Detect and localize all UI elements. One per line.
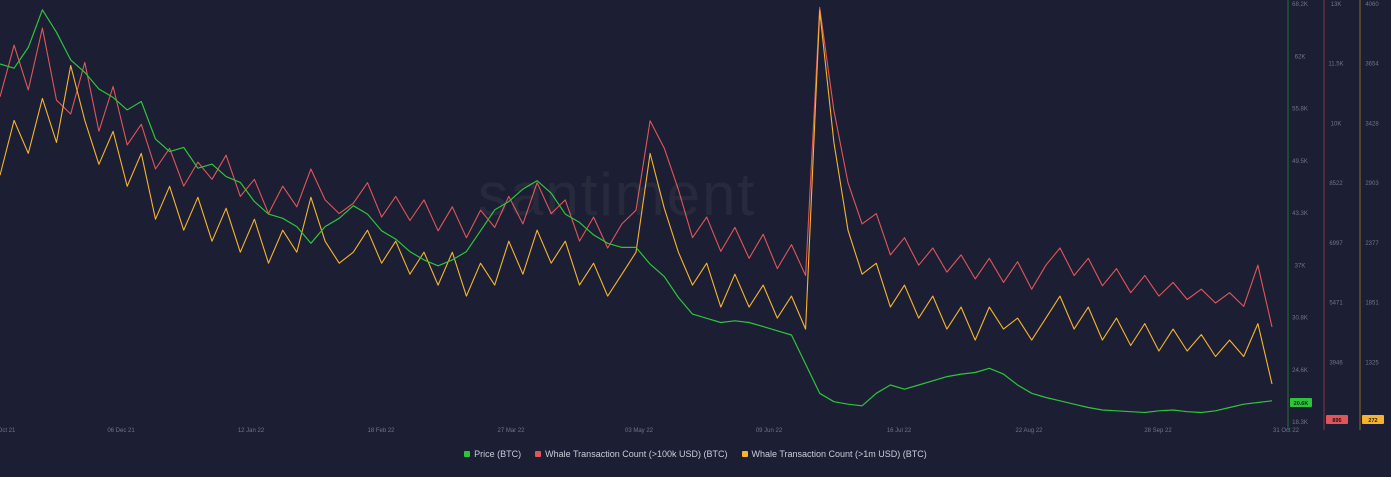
legend-label-whale-100k: Whale Transaction Count (>100k USD) (BTC… [545,449,728,459]
y-tick-label-price: 18.3K [1292,420,1308,426]
y-tick-label-price: 62K [1295,54,1306,60]
x-tick-label: 18 Feb 22 [367,428,395,434]
y-tick-label-whale_1m: 2903 [1365,181,1379,187]
x-tick-label: 28 Sep 22 [1144,428,1172,434]
legend-item-price[interactable]: Price (BTC) [464,449,521,459]
x-tick-label: 0 Oct 21 [0,428,16,434]
legend-item-whale-1m[interactable]: Whale Transaction Count (>1m USD) (BTC) [741,449,927,459]
y-tick-label-price: 43.3K [1292,211,1308,217]
y-tick-label-whale_1m: 1851 [1365,301,1379,307]
legend-swatch-price [464,451,471,457]
current-value-badge-price [1290,398,1312,407]
current-value-badge-whale_100k [1326,415,1348,424]
x-tick-label: 12 Jan 22 [238,428,265,434]
y-tick-label-whale_100k: 11.5K [1328,62,1343,68]
current-value-text-price: 20.6K [1294,401,1309,407]
y-tick-label-whale_100k: 8522 [1329,181,1343,187]
series-line-whale-1m [0,10,1273,385]
y-tick-label-whale_100k: 5471 [1329,301,1343,307]
y-tick-label-whale_1m: 3654 [1365,62,1379,68]
x-tick-label: 06 Dec 21 [107,428,135,434]
y-tick-label-whale_1m: 3428 [1365,121,1379,127]
x-tick-label: 31 Oct 22 [1273,428,1300,434]
y-tick-label-price: 68.2K [1292,2,1308,8]
y-tick-label-whale_1m: 4060 [1365,2,1379,8]
x-tick-label: 22 Aug 22 [1015,428,1043,434]
y-tick-label-whale_100k: 3946 [1329,360,1343,366]
current-value-badge-whale_1m [1362,415,1384,424]
y-tick-label-whale_1m: 1325 [1365,360,1379,366]
y-tick-label-whale_100k: 10K [1331,121,1342,127]
x-tick-label: 09 Jun 22 [756,428,783,434]
series-line-price [0,9,1273,414]
y-tick-label-price: 37K [1295,263,1306,269]
y-tick-label-whale_100k: 6997 [1329,241,1343,247]
legend: Price (BTC) Whale Transaction Count (>10… [0,444,1391,464]
series-line-whale-100k [0,6,1273,328]
legend-swatch-whale-1m [741,451,748,457]
x-tick-label: 27 Mar 22 [497,428,525,434]
x-tick-label: 03 May 22 [625,428,654,434]
y-tick-label-price: 55.8K [1292,107,1308,113]
y-tick-label-price: 24.6K [1292,368,1308,374]
y-tick-label-whale_1m: 2377 [1365,241,1379,247]
legend-label-whale-1m: Whale Transaction Count (>1m USD) (BTC) [751,449,927,459]
legend-item-whale-100k[interactable]: Whale Transaction Count (>100k USD) (BTC… [535,449,728,459]
legend-label-price: Price (BTC) [474,449,522,459]
y-tick-label-whale_100k: 13K [1331,2,1342,8]
current-value-text-whale_1m: 272 [1368,418,1377,424]
current-value-text-whale_100k: 895 [1332,418,1341,424]
watermark-logo: santiment [478,161,757,228]
y-tick-label-price: 30.8K [1292,316,1308,322]
y-tick-label-price: 49.5K [1292,159,1308,165]
legend-swatch-whale-100k [535,451,542,457]
x-tick-label: 16 Jul 22 [887,428,912,434]
